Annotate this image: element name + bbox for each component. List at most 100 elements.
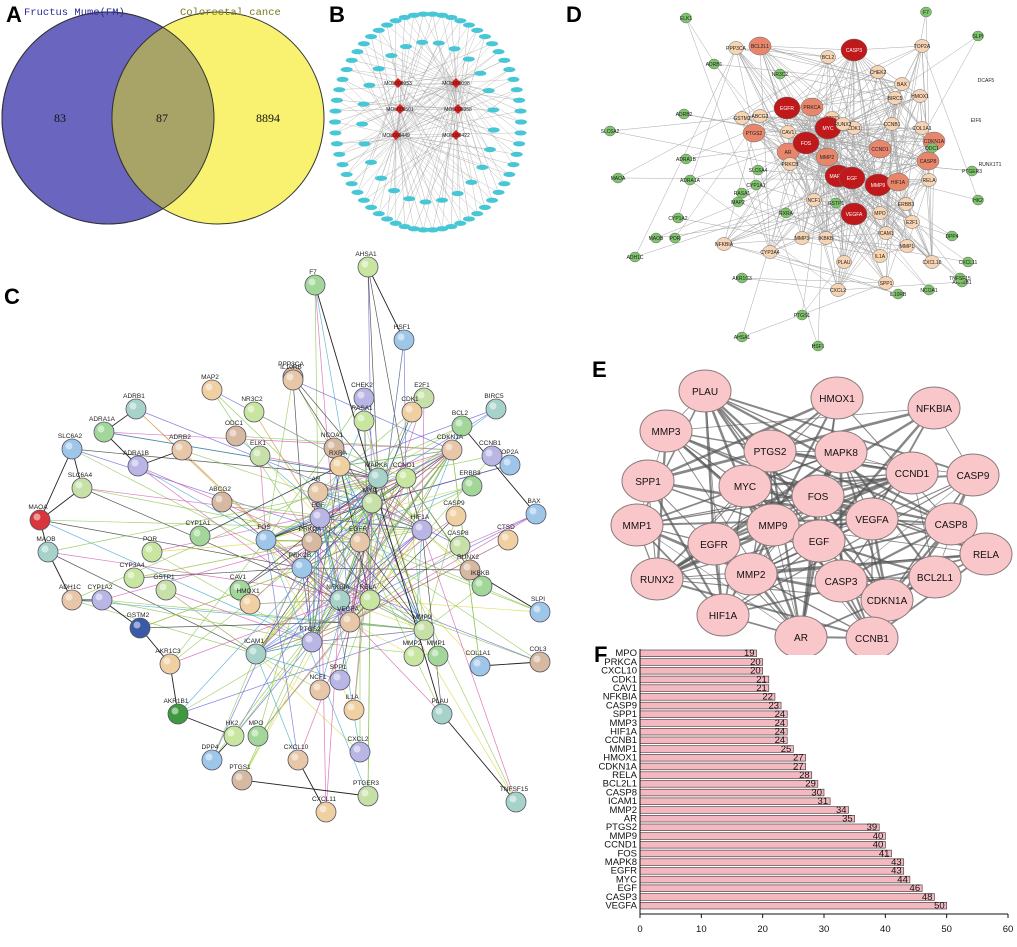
bar-mmp1 (640, 746, 793, 753)
string-edge (360, 542, 540, 662)
string-node-ptger3: PTGER3 (353, 780, 379, 806)
cytoscape-node-birc5: BIRC5 (888, 92, 903, 105)
target-node (511, 87, 523, 92)
string-node-rasa1: RASA1 (351, 405, 374, 431)
svg-text:COL1A1: COL1A1 (912, 126, 931, 132)
svg-text:IL1A: IL1A (345, 694, 359, 701)
target-node (498, 58, 510, 63)
svg-text:AKR1C3: AKR1C3 (732, 276, 752, 282)
core-node-casp9: CASP9 (947, 454, 999, 496)
cytoscape-node-mpo: MPO (873, 207, 888, 220)
svg-text:BIRC5: BIRC5 (484, 393, 504, 400)
svg-text:PRKCA: PRKCA (803, 105, 821, 111)
svg-text:PRKCB: PRKCB (781, 162, 799, 168)
svg-text:NCF1: NCF1 (310, 674, 327, 681)
svg-text:BAX: BAX (527, 498, 541, 505)
cytoscape-node-egfr: EGFR (774, 97, 800, 119)
target-node (515, 108, 527, 113)
compound-edge (396, 135, 477, 214)
target-node (503, 67, 515, 72)
svg-text:CDK1: CDK1 (401, 396, 419, 403)
target-node (479, 205, 491, 210)
cytoscape-node-erbb3: ERBB3 (898, 198, 915, 211)
bar-mmp3 (640, 720, 787, 727)
string-node-mpo: MPO (248, 720, 268, 746)
svg-text:RELA: RELA (922, 178, 936, 184)
target-node (358, 198, 370, 203)
svg-text:PLAU: PLAU (432, 698, 449, 705)
core-node-ccnd1: CCND1 (886, 452, 938, 494)
svg-text:NR3C2: NR3C2 (772, 72, 789, 78)
svg-text:CASP8: CASP8 (447, 530, 469, 537)
target-node (471, 211, 483, 216)
compound-hub-label-mol000098: MOL000098 (442, 81, 470, 87)
string-node-dpp4: DPP4 (202, 744, 222, 770)
svg-text:CASP8: CASP8 (935, 520, 968, 531)
svg-text:CASP9: CASP9 (443, 500, 465, 507)
target-node (471, 28, 483, 33)
cytoscape-node-ikbkb: IKBKB (819, 232, 835, 245)
cytoscape-edge (675, 161, 928, 238)
cytoscape-edge (760, 46, 854, 50)
svg-text:MAOB: MAOB (36, 536, 55, 543)
string-edge (326, 600, 340, 812)
string-node-maob: MAOB (36, 536, 58, 562)
svg-text:SLC6A2: SLC6A2 (58, 433, 83, 440)
target-node (486, 198, 498, 203)
string-edge (424, 586, 482, 630)
svg-text:IL1A: IL1A (875, 254, 886, 260)
compound-edge (396, 49, 455, 135)
target-node (507, 77, 519, 82)
cytoscape-node-tnfsf15: TNFSF15 (949, 273, 971, 283)
svg-text:GSTP1: GSTP1 (153, 574, 175, 581)
svg-text:NFKBIA: NFKBIA (326, 584, 350, 591)
cytoscape-node-runx1t1: RUNX1T1 (979, 162, 1002, 168)
core-edge (705, 391, 723, 615)
svg-text:EIF6: EIF6 (971, 118, 982, 124)
svg-text:EGFR: EGFR (349, 526, 367, 533)
svg-text:F7: F7 (923, 10, 929, 16)
target-node (351, 190, 363, 195)
cytoscape-node-elk1: ELK1 (680, 13, 692, 23)
string-node-ahsa1: AHSA1 (355, 251, 378, 277)
string-node-elk1: ELK1 (250, 440, 270, 466)
compound-hub-label-mol000501: MOL000501 (386, 107, 414, 113)
svg-text:E2F1: E2F1 (906, 220, 918, 226)
target-node (341, 172, 353, 177)
svg-text:CXCL2: CXCL2 (348, 736, 369, 743)
bar-hmox1 (640, 754, 806, 761)
bar-cdk1 (640, 676, 769, 683)
svg-text:CCND1: CCND1 (871, 147, 888, 153)
cytoscape-node-mmp1: MMP1 (900, 240, 915, 253)
string-node-slc6a4: SLC6A4 (68, 472, 93, 498)
cytoscape-node-ncf1: NCF1 (807, 194, 822, 207)
cytoscape-node-ahsa1: AHSA1 (734, 332, 751, 342)
svg-text:BIRC5: BIRC5 (888, 96, 903, 102)
svg-text:SPP1: SPP1 (880, 281, 893, 287)
cytoscape-node-rxra: RXRA (779, 208, 794, 218)
svg-text:ICAM1: ICAM1 (244, 638, 264, 645)
string-node-bcl2: BCL2 (452, 410, 472, 436)
panel-letter-d: D (566, 2, 582, 28)
string-node-slc6a2: SLC6A2 (58, 433, 83, 459)
string-node-vegfa: VEGFA (337, 606, 360, 632)
venn-diagram: 83 87 8894 (0, 0, 330, 235)
string-node-mmp2: MMP2 (403, 640, 424, 666)
target-node (358, 101, 370, 106)
string-node-il1a: IL1A (344, 694, 364, 720)
core-node-hif1a: HIF1A (697, 594, 749, 636)
cytoscape-node-egf: EGF (839, 167, 865, 189)
svg-text:CAV1: CAV1 (782, 130, 795, 136)
target-node (433, 40, 445, 45)
svg-text:PTGS1: PTGS1 (794, 313, 811, 319)
string-node-adra1b: ADRA1B (123, 450, 149, 476)
target-node (493, 49, 505, 54)
x-tick-label: 10 (696, 924, 707, 935)
target-node (373, 66, 385, 71)
svg-text:RXRA: RXRA (779, 211, 794, 217)
bar-value-label: 35 (842, 814, 853, 825)
